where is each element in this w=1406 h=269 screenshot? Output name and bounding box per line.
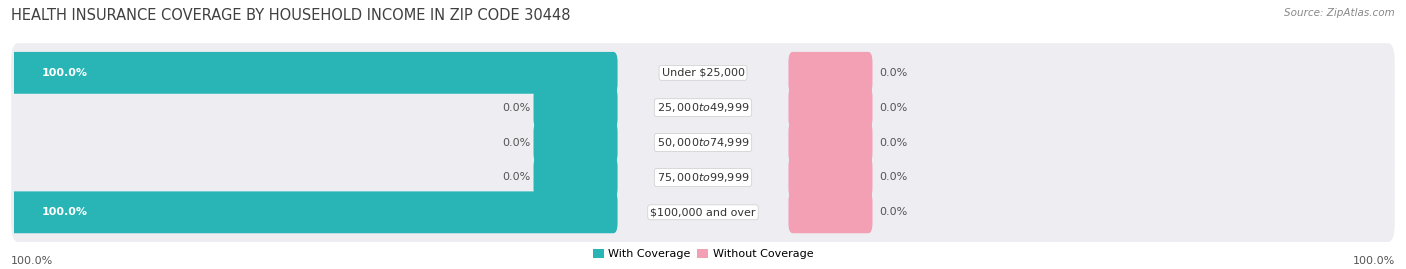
Text: 100.0%: 100.0% (11, 256, 53, 266)
Text: Under $25,000: Under $25,000 (661, 68, 745, 78)
FancyBboxPatch shape (11, 113, 1395, 172)
FancyBboxPatch shape (10, 191, 617, 233)
FancyBboxPatch shape (11, 183, 1395, 242)
FancyBboxPatch shape (789, 52, 873, 94)
FancyBboxPatch shape (533, 122, 617, 164)
FancyBboxPatch shape (789, 157, 873, 198)
FancyBboxPatch shape (533, 87, 617, 129)
Text: Source: ZipAtlas.com: Source: ZipAtlas.com (1284, 8, 1395, 18)
Text: 0.0%: 0.0% (879, 68, 908, 78)
FancyBboxPatch shape (789, 191, 873, 233)
Text: 0.0%: 0.0% (502, 137, 531, 148)
Text: $50,000 to $74,999: $50,000 to $74,999 (657, 136, 749, 149)
Text: 0.0%: 0.0% (502, 172, 531, 182)
Text: 100.0%: 100.0% (1353, 256, 1395, 266)
FancyBboxPatch shape (789, 122, 873, 164)
Text: 100.0%: 100.0% (42, 68, 87, 78)
FancyBboxPatch shape (789, 87, 873, 129)
Text: HEALTH INSURANCE COVERAGE BY HOUSEHOLD INCOME IN ZIP CODE 30448: HEALTH INSURANCE COVERAGE BY HOUSEHOLD I… (11, 8, 571, 23)
Text: 0.0%: 0.0% (879, 137, 908, 148)
Text: 0.0%: 0.0% (879, 103, 908, 113)
Text: 0.0%: 0.0% (502, 103, 531, 113)
Text: $100,000 and over: $100,000 and over (650, 207, 756, 217)
FancyBboxPatch shape (533, 157, 617, 198)
Text: 0.0%: 0.0% (879, 172, 908, 182)
FancyBboxPatch shape (11, 78, 1395, 137)
FancyBboxPatch shape (10, 52, 617, 94)
Legend: With Coverage, Without Coverage: With Coverage, Without Coverage (588, 244, 818, 263)
Text: $75,000 to $99,999: $75,000 to $99,999 (657, 171, 749, 184)
Text: 0.0%: 0.0% (879, 207, 908, 217)
Text: $25,000 to $49,999: $25,000 to $49,999 (657, 101, 749, 114)
FancyBboxPatch shape (11, 43, 1395, 102)
Text: 100.0%: 100.0% (42, 207, 87, 217)
FancyBboxPatch shape (11, 148, 1395, 207)
